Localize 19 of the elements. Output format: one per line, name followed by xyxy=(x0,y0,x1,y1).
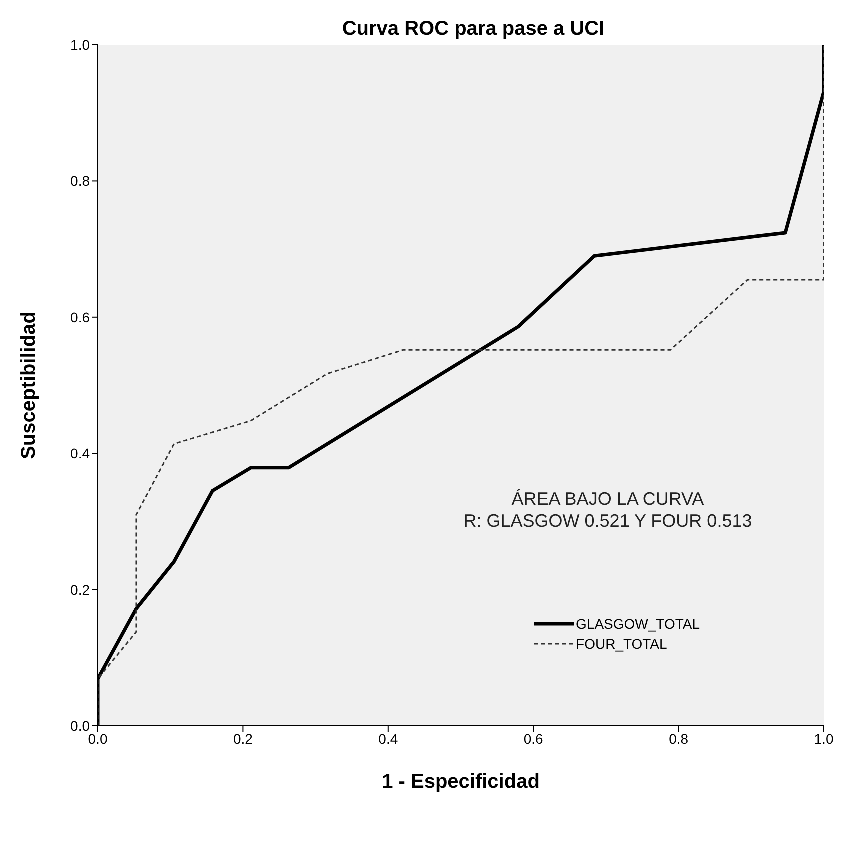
x-tick-label: 0.6 xyxy=(524,730,544,747)
legend-label: GLASGOW_TOTAL xyxy=(576,616,700,632)
legend-label: FOUR_TOTAL xyxy=(576,636,668,652)
y-tick-label: 0.4 xyxy=(70,446,90,462)
x-tick-label: 0.4 xyxy=(378,730,398,747)
x-axis-title: 1 - Especificidad xyxy=(382,771,540,793)
x-tick-label: 1.0 xyxy=(814,730,834,747)
y-tick-label: 0.8 xyxy=(70,173,90,190)
y-axis-title: Susceptibilidad xyxy=(18,312,40,460)
x-tick-label: 0.8 xyxy=(669,730,689,747)
x-tick-label: 0.2 xyxy=(233,730,254,747)
y-tick-label: 0.2 xyxy=(70,582,90,598)
y-tick-label: 0.0 xyxy=(70,718,90,734)
y-tick-label: 0.6 xyxy=(70,309,90,326)
chart-title: Curva ROC para pase a UCI xyxy=(341,18,606,41)
x-tick-label: 0.0 xyxy=(88,730,108,747)
annotation: R: GLASGOW 0.521 Y FOUR 0.513 xyxy=(462,510,754,532)
y-tick-label: 1.0 xyxy=(70,36,90,53)
annotation: ÁREA BAJO LA CURVA xyxy=(510,488,706,510)
